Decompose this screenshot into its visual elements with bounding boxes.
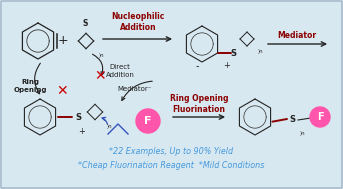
Text: Mediator: Mediator (277, 30, 317, 40)
Text: ✕: ✕ (94, 69, 106, 83)
Text: S: S (82, 19, 88, 28)
Text: +: + (79, 126, 85, 136)
Text: -: - (195, 61, 199, 71)
Text: Direct
Addition: Direct Addition (106, 64, 134, 78)
Circle shape (136, 109, 160, 133)
Text: Ring
Opening: Ring Opening (13, 79, 47, 93)
Text: S: S (289, 115, 295, 125)
Text: Nucleophilic
Addition: Nucleophilic Addition (111, 12, 165, 32)
Text: S: S (75, 112, 81, 122)
Text: +: + (58, 35, 68, 47)
Text: F: F (317, 112, 323, 122)
Text: )n: )n (107, 124, 113, 129)
Text: *Cheap Fluorination Reagent  *Mild Conditions: *Cheap Fluorination Reagent *Mild Condit… (78, 160, 264, 170)
Text: S: S (230, 50, 236, 59)
Text: *22 Examples, Up to 90% Yield: *22 Examples, Up to 90% Yield (109, 146, 233, 156)
Text: Ring Opening
Fluorination: Ring Opening Fluorination (170, 94, 228, 114)
Text: )n: )n (258, 49, 264, 54)
Text: F: F (144, 116, 152, 126)
Text: )n: )n (99, 53, 105, 58)
Circle shape (310, 107, 330, 127)
Text: Mediator⁻: Mediator⁻ (118, 86, 152, 92)
Text: ✕: ✕ (56, 84, 68, 98)
Text: )n: )n (299, 131, 305, 136)
Text: +: + (224, 61, 230, 70)
Text: ⁻: ⁻ (156, 108, 160, 114)
